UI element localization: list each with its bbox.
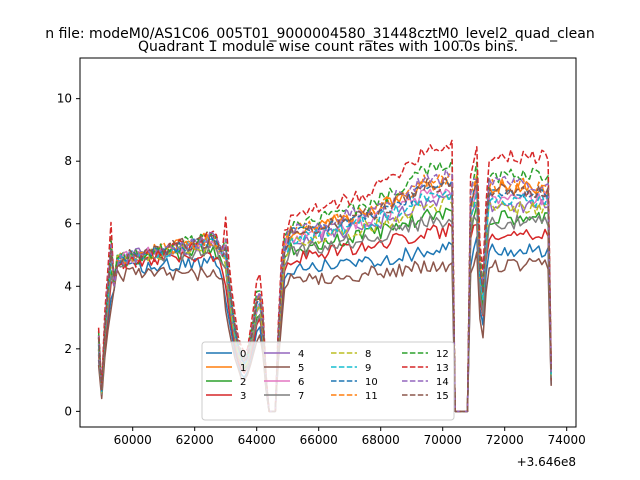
x-tick-label: 60000 [114, 433, 152, 447]
legend-label-14: 14 [436, 377, 449, 388]
x-tick-label: 64000 [238, 433, 276, 447]
y-tick-label: 2 [64, 342, 72, 356]
x-tick-label: 68000 [362, 433, 400, 447]
series-line-11 [97, 173, 552, 413]
series-line-5 [97, 251, 552, 413]
legend-label-15: 15 [436, 391, 449, 402]
series-line-3 [97, 222, 552, 413]
series-layer [97, 139, 552, 413]
y-tick-label: 8 [64, 154, 72, 168]
y-tick-label: 4 [64, 279, 72, 293]
legend-label-3: 3 [240, 391, 246, 402]
series-line-14 [97, 168, 552, 413]
figure-suptitle: n file: modeM0/AS1C06_005T01_9000004580_… [45, 26, 594, 42]
x-tick-label: 62000 [176, 433, 214, 447]
legend-label-11: 11 [365, 391, 378, 402]
chart-title: Quadrant 1 module wise count rates with … [138, 39, 518, 55]
legend-label-1: 1 [240, 363, 246, 374]
legend-box [201, 341, 455, 421]
y-tick-label: 10 [57, 92, 72, 106]
legend-label-12: 12 [436, 349, 449, 360]
legend-label-2: 2 [240, 377, 246, 388]
legend-label-9: 9 [365, 363, 371, 374]
legend-label-7: 7 [298, 391, 304, 402]
x-tick-label: 66000 [300, 433, 338, 447]
x-tick-label: 70000 [424, 433, 462, 447]
legend-label-0: 0 [240, 349, 246, 360]
legend-label-8: 8 [365, 349, 371, 360]
legend-label-5: 5 [298, 363, 304, 374]
y-axis: 0 2 4 6 8 10 [57, 92, 80, 418]
legend-label-10: 10 [365, 377, 378, 388]
series-line-8 [97, 195, 552, 413]
x-axis: 60000 62000 64000 66000 68000 70000 72000 74000 [114, 427, 586, 447]
x-offset-label: +3.646e8 [517, 455, 576, 469]
x-tick-label: 74000 [548, 433, 586, 447]
series-line-15 [97, 177, 552, 413]
y-tick-label: 6 [64, 217, 72, 231]
legend-label-4: 4 [298, 349, 304, 360]
plot-frame [79, 57, 577, 428]
legend-label-13: 13 [436, 363, 449, 374]
y-tick-label: 0 [64, 404, 72, 418]
legend-label-6: 6 [298, 377, 304, 388]
x-tick-label: 72000 [486, 433, 524, 447]
